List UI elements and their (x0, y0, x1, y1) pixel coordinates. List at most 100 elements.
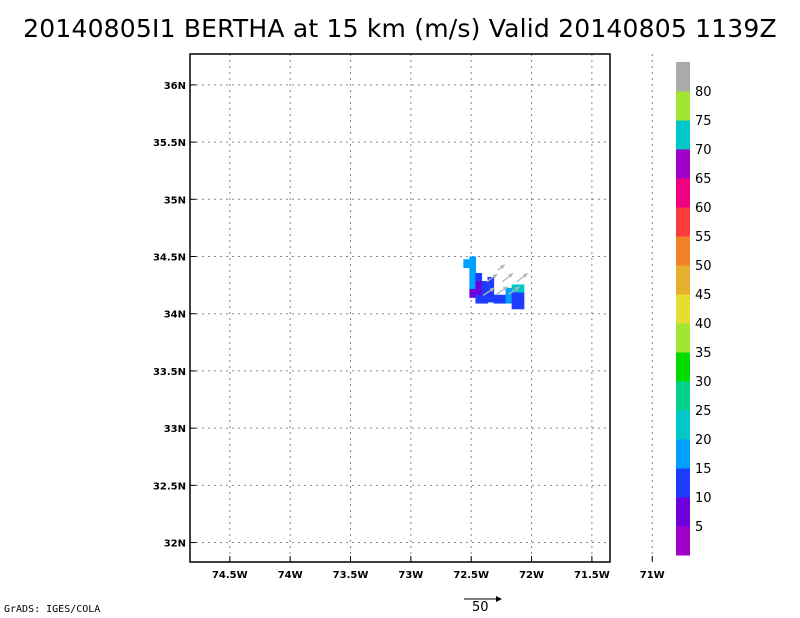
colorbar-swatch (676, 410, 690, 440)
wind-vector-head (514, 286, 520, 291)
colorbar-label: 65 (695, 172, 712, 187)
x-tick-label: 72W (519, 570, 544, 581)
colorbar-label: 15 (695, 462, 712, 477)
y-tick-label: 34N (164, 310, 186, 321)
wind-vector-head (489, 287, 495, 293)
y-axis-ticks: 32N 32.5N 33N 33.5N 34N 34.5N 35N 35.5N 36N (153, 81, 196, 550)
reference-vector (464, 596, 502, 602)
wind-vector-head (508, 273, 514, 278)
wind-speed-cell (511, 292, 519, 302)
x-tick-label: 73.5W (333, 570, 369, 581)
colorbar-label: 25 (695, 404, 712, 419)
y-tick-label: 33.5N (153, 367, 186, 378)
y-tick-label: 36N (164, 81, 186, 92)
y-tick-label: 34.5N (153, 253, 186, 264)
wind-speed-cell (505, 294, 513, 304)
wind-vector-head (499, 264, 505, 270)
colorbar-swatch (676, 91, 690, 121)
colorbar-label: 60 (695, 201, 712, 216)
y-tick-label: 33N (164, 424, 186, 435)
lat-lon-gridlines (190, 54, 653, 562)
colorbar-swatch (676, 236, 690, 266)
wind-speed-cell (475, 272, 483, 282)
colorbar-label: 35 (695, 346, 712, 361)
y-tick-label: 35N (164, 195, 186, 206)
colorbar-swatch (676, 149, 690, 179)
wind-vectors (482, 264, 528, 296)
colorbar-label: 30 (695, 375, 712, 390)
wind-vector-head (522, 273, 528, 278)
wind-vector-arrow (486, 273, 498, 283)
wind-speed-cell (481, 289, 489, 298)
wind-speed-cell (493, 294, 501, 304)
wind-speed-cell (487, 293, 495, 303)
colorbar-label: 55 (695, 230, 712, 245)
colorbar-swatch (676, 207, 690, 237)
reference-vector-label: 50 (472, 600, 489, 615)
wind-vector-arrow (508, 286, 521, 295)
wind-vector-arrow (502, 272, 514, 283)
wind-speed-cell (481, 280, 489, 290)
y-tick-label: 32N (164, 539, 186, 550)
colorbar-swatch (676, 439, 690, 469)
x-tick-label: 71W (640, 570, 665, 581)
colorbar-label: 40 (695, 317, 712, 332)
wind-speed-cell (463, 259, 470, 269)
wind-speed-cell (469, 289, 477, 298)
colorbar-swatch (676, 120, 690, 150)
y-tick-label: 32.5N (153, 481, 186, 492)
wind-vector-arrow (482, 287, 495, 296)
colorbar-swatch (676, 62, 690, 92)
wind-vector-arrow (516, 272, 528, 283)
x-tick-label: 74W (278, 570, 303, 581)
colorbar-swatch (676, 468, 690, 498)
wind-speed-cell (475, 294, 483, 304)
colorbar-swatch (676, 323, 690, 353)
wind-speed-cell (475, 280, 483, 290)
wind-vector-arrow (496, 286, 509, 295)
x-tick-label: 73W (398, 570, 423, 581)
y-tick-label: 35.5N (153, 138, 186, 149)
wind-speed-cell (511, 300, 519, 310)
wind-speed-cell (469, 264, 477, 274)
wind-vector-head (492, 273, 498, 279)
wind-speed-cell (469, 280, 477, 290)
wind-speed-cell (511, 284, 519, 294)
wind-speed-cell (505, 287, 513, 297)
wind-speed-cell (499, 294, 507, 304)
wind-speed-cell (517, 284, 525, 294)
colorbar-swatch (676, 265, 690, 295)
wind-vector-head (502, 286, 508, 291)
colorbar-swatch (676, 294, 690, 324)
grads-credit: GrADS: IGES/COLA (4, 604, 101, 615)
chart-title: 20140805I1 BERTHA at 15 km (m/s) Valid 2… (23, 14, 777, 43)
wind-speed-cell (517, 300, 525, 310)
x-tick-label: 71.5W (574, 570, 610, 581)
wind-vector-arrow (497, 264, 506, 271)
wind-speed-cell (475, 289, 483, 298)
wind-speed-cell (469, 256, 477, 266)
colorbar-label: 70 (695, 143, 712, 158)
colorbar: 5 10 15 20 25 30 35 40 45 50 55 60 65 70 75 80 (676, 62, 712, 556)
colorbar-label: 75 (695, 114, 712, 129)
colorbar-label: 45 (695, 288, 712, 303)
reference-vector-arrowhead (496, 596, 502, 602)
wind-speed-cell (517, 292, 525, 302)
colorbar-label: 50 (695, 259, 712, 274)
wind-speed-cell (469, 272, 477, 282)
wind-speed-cell (487, 276, 495, 286)
wind-speed-cell (481, 294, 489, 304)
colorbar-swatch (676, 178, 690, 208)
colorbar-label: 5 (695, 520, 703, 535)
colorbar-swatch (676, 381, 690, 411)
colorbar-swatch (676, 497, 690, 527)
x-tick-label: 72.5W (453, 570, 489, 581)
plot-frame (189, 53, 611, 563)
colorbar-swatch (676, 526, 690, 556)
x-axis-ticks: 74.5W 74W 73.5W 73W 72.5W 72W 71.5W 71W (212, 556, 665, 581)
colorbar-label: 10 (695, 491, 712, 506)
wind-speed-shading (463, 256, 525, 310)
colorbar-label: 20 (695, 433, 712, 448)
x-tick-label: 74.5W (212, 570, 248, 581)
